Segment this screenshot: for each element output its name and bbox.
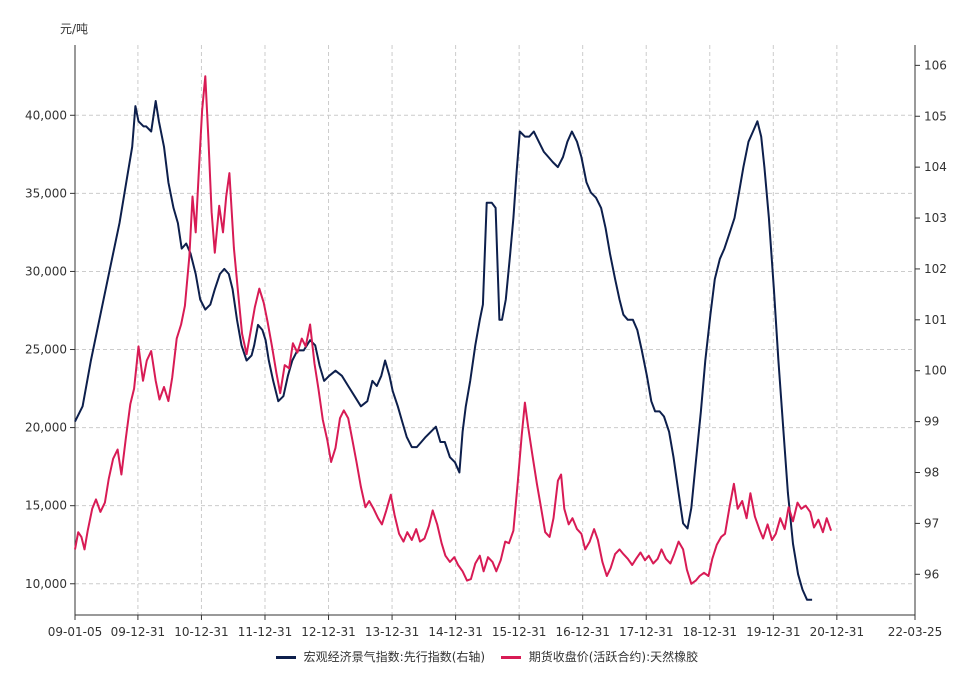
x-tick-label: 15-12-31 <box>492 625 546 639</box>
x-tick-label: 12-12-31 <box>301 625 355 639</box>
x-tick-label: 19-12-31 <box>746 625 800 639</box>
left-tick-label: 15,000 <box>25 499 67 513</box>
x-tick-label: 13-12-31 <box>365 625 419 639</box>
left-tick-label: 10,000 <box>25 577 67 591</box>
legend-label-rubber-price: 期货收盘价(活跃合约):天然橡胶 <box>528 650 699 664</box>
left-tick-label: 20,000 <box>25 421 67 435</box>
right-tick-label: 106 <box>924 58 947 72</box>
x-tick-label: 17-12-31 <box>619 625 673 639</box>
right-tick-label: 99 <box>924 415 939 429</box>
x-tick-label: 09-12-31 <box>111 625 165 639</box>
x-tick-label: 18-12-31 <box>683 625 737 639</box>
legend-label-macro-index: 宏观经济景气指数:先行指数(右轴) <box>303 650 486 664</box>
left-axis-unit: 元/吨 <box>60 22 88 36</box>
right-tick-label: 105 <box>924 109 947 123</box>
legend: 宏观经济景气指数:先行指数(右轴) 期货收盘价(活跃合约):天然橡胶 <box>0 648 974 665</box>
right-tick-label: 101 <box>924 313 947 327</box>
x-tick-label: 20-12-31 <box>810 625 864 639</box>
right-tick-label: 100 <box>924 364 947 378</box>
series-lines <box>74 75 833 601</box>
legend-swatch-macro-index <box>275 656 296 659</box>
left-tick-label: 35,000 <box>25 186 67 200</box>
right-tick-label: 97 <box>924 516 939 530</box>
right-tick-label: 104 <box>924 160 947 174</box>
x-tick-label: 22-03-25 <box>888 625 942 639</box>
rubber-price-line <box>74 75 833 585</box>
legend-swatch-rubber-price <box>500 656 521 659</box>
macro-index-line <box>74 100 813 601</box>
x-tick-label: 14-12-31 <box>428 625 482 639</box>
right-tick-label: 98 <box>924 466 939 480</box>
legend-item-rubber-price[interactable]: 期货收盘价(活跃合约):天然橡胶 <box>500 648 699 665</box>
x-tick-label: 16-12-31 <box>555 625 609 639</box>
left-tick-label: 30,000 <box>25 264 67 278</box>
right-tick-label: 96 <box>924 567 939 581</box>
left-tick-label: 40,000 <box>25 108 67 122</box>
left-tick-label: 25,000 <box>25 343 67 357</box>
x-tick-label: 10-12-31 <box>174 625 228 639</box>
axes: 09-01-05 09-12-31 10-12-31 11-12-31 12-12-31… <box>25 45 947 639</box>
x-tick-label: 09-01-05 <box>48 625 102 639</box>
right-tick-label: 102 <box>924 262 947 276</box>
legend-item-macro-index[interactable]: 宏观经济景气指数:先行指数(右轴) <box>275 648 486 665</box>
right-tick-label: 103 <box>924 211 947 225</box>
x-tick-label: 11-12-31 <box>238 625 292 639</box>
